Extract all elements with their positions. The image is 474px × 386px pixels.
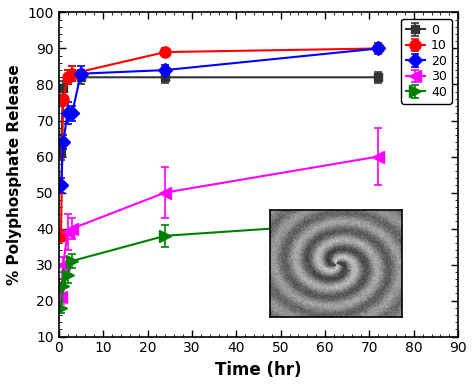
- X-axis label: Time (hr): Time (hr): [215, 361, 302, 379]
- Legend: 0, 10, 20, 30, 40: 0, 10, 20, 30, 40: [401, 19, 452, 104]
- Y-axis label: % Polyphosphate Release: % Polyphosphate Release: [7, 64, 22, 285]
